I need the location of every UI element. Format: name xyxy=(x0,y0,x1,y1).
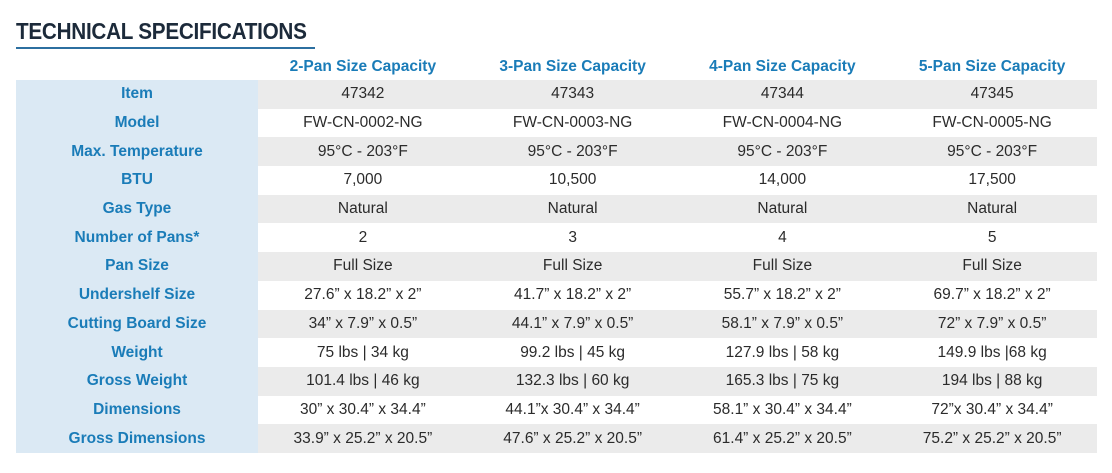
cell: Natural xyxy=(677,194,888,224)
table-body: Item 47342 47343 47344 47345 Model FW-CN-0002-… xyxy=(16,80,1097,453)
title: TECHNICAL SPECIFICATIONS xyxy=(16,18,307,44)
column-header: 5-Pan Size Capacity xyxy=(918,57,1066,75)
table-row: Cutting Board Size 34” x 7.9” x 0.5” 44.1”… xyxy=(16,309,1097,339)
row-label: Gas Type xyxy=(16,194,258,224)
cell: 44.1” x 7.9” x 0.5” xyxy=(467,309,678,339)
cell: 99.2 lbs | 45 kg xyxy=(467,338,678,367)
column-header: 3-Pan Size Capacity xyxy=(499,57,646,75)
row-label: Number of Pans* xyxy=(16,223,258,253)
cell: 75.2” x 25.2” x 20.5” xyxy=(887,424,1097,453)
cell: 75 lbs | 34 kg xyxy=(258,338,468,367)
table-row: Gross Weight 101.4 lbs | 46 kg 132.3 lbs |… xyxy=(16,366,1097,396)
cell: 165.3 lbs | 75 kg xyxy=(677,366,888,396)
cell: 132.3 lbs | 60 kg xyxy=(467,366,678,396)
row-label: Gross Weight xyxy=(16,366,258,396)
column-header: 2-Pan Size Capacity xyxy=(289,57,437,75)
table-row: Max. Temperature 95°C - 203°F 95°C - 203°F… xyxy=(16,137,1097,167)
cell: 101.4 lbs | 46 kg xyxy=(258,366,468,396)
cell: 149.9 lbs |68 kg xyxy=(887,338,1097,367)
cell: Full Size xyxy=(887,252,1097,281)
row-label: Item xyxy=(16,80,258,109)
cell: 95°C - 203°F xyxy=(677,137,888,167)
cell: 95°C - 203°F xyxy=(467,137,678,167)
cell: 69.7” x 18.2” x 2” xyxy=(887,280,1097,310)
cell: 34” x 7.9” x 0.5” xyxy=(258,309,468,339)
table-row: Gas Type Natural Natural Natural Natural xyxy=(16,194,1097,224)
cell: 47.6” x 25.2” x 20.5” xyxy=(467,424,678,453)
cell: 17,500 xyxy=(887,166,1097,195)
table-row: Dimensions 30” x 30.4” x 34.4” 44.1”x 30.4… xyxy=(16,395,1097,425)
column-header: 4-Pan Size Capacity xyxy=(709,57,856,75)
cell: FW-CN-0005-NG xyxy=(887,108,1097,138)
row-label: Model xyxy=(16,108,258,138)
cell: 72”x 30.4” x 34.4” xyxy=(887,395,1097,425)
cell: 5 xyxy=(887,223,1097,253)
row-label: Undershelf Size xyxy=(16,280,258,310)
cell: 27.6” x 18.2” x 2” xyxy=(258,280,468,310)
cell: 33.9” x 25.2” x 20.5” xyxy=(258,424,468,453)
cell: Full Size xyxy=(677,252,888,281)
cell: 10,500 xyxy=(467,166,678,195)
cell: Full Size xyxy=(467,252,678,281)
cell: Full Size xyxy=(258,252,468,281)
cell: 30” x 30.4” x 34.4” xyxy=(258,395,468,425)
cell: 2 xyxy=(258,223,468,253)
cell: 47344 xyxy=(677,80,888,109)
cell: 7,000 xyxy=(258,166,468,195)
cell: Natural xyxy=(887,194,1097,224)
row-label: Weight xyxy=(16,338,258,367)
row-label: Dimensions xyxy=(16,395,258,425)
cell: 47342 xyxy=(258,80,468,109)
cell: FW-CN-0003-NG xyxy=(467,108,678,138)
cell: 47345 xyxy=(887,80,1097,109)
cell: 58.1” x 30.4” x 34.4” xyxy=(677,395,888,425)
cell: 4 xyxy=(677,223,888,253)
row-label: Gross Dimensions xyxy=(16,424,258,453)
header-row: 2-Pan Size Capacity 3-Pan Size Capacity 4-… xyxy=(16,53,1097,80)
cell: 55.7” x 18.2” x 2” xyxy=(677,280,888,310)
cell: 3 xyxy=(467,223,678,253)
cell: 41.7” x 18.2” x 2” xyxy=(467,280,678,310)
cell: 58.1” x 7.9” x 0.5” xyxy=(677,309,888,339)
table-row: Pan Size Full Size Full Size Full Size Full … xyxy=(16,252,1097,281)
cell: 95°C - 203°F xyxy=(887,137,1097,167)
cell: 194 lbs | 88 kg xyxy=(887,366,1097,396)
spec-table: 2-Pan Size Capacity 3-Pan Size Capacity 4-… xyxy=(16,53,1097,453)
cell: Natural xyxy=(467,194,678,224)
table-row: Weight 75 lbs | 34 kg 99.2 lbs | 45 kg 127.… xyxy=(16,338,1097,367)
corner-cell xyxy=(16,53,258,80)
cell: Natural xyxy=(258,194,468,224)
row-label: BTU xyxy=(16,166,258,195)
cell: 127.9 lbs | 58 kg xyxy=(677,338,888,367)
table-row: Model FW-CN-0002-NG FW-CN-0003-NG FW-CN-000… xyxy=(16,108,1097,138)
cell: 95°C - 203°F xyxy=(258,137,468,167)
table-row: Number of Pans* 2 3 4 5 xyxy=(16,223,1097,253)
cell: 47343 xyxy=(467,80,678,109)
row-label: Cutting Board Size xyxy=(16,309,258,339)
table-row: Gross Dimensions 33.9” x 25.2” x 20.5” 47.… xyxy=(16,424,1097,453)
cell: 14,000 xyxy=(677,166,888,195)
cell: 44.1”x 30.4” x 34.4” xyxy=(467,395,678,425)
table-row: BTU 7,000 10,500 14,000 17,500 xyxy=(16,166,1097,195)
title-rule xyxy=(16,47,315,49)
cell: 61.4” x 25.2” x 20.5” xyxy=(677,424,888,453)
row-label: Pan Size xyxy=(16,252,258,281)
table-row: Undershelf Size 27.6” x 18.2” x 2” 41.7” x… xyxy=(16,280,1097,310)
table-row: Item 47342 47343 47344 47345 xyxy=(16,80,1097,109)
cell: 72” x 7.9” x 0.5” xyxy=(887,309,1097,339)
cell: FW-CN-0004-NG xyxy=(677,108,888,138)
row-label: Max. Temperature xyxy=(16,137,258,167)
cell: FW-CN-0002-NG xyxy=(258,108,468,138)
